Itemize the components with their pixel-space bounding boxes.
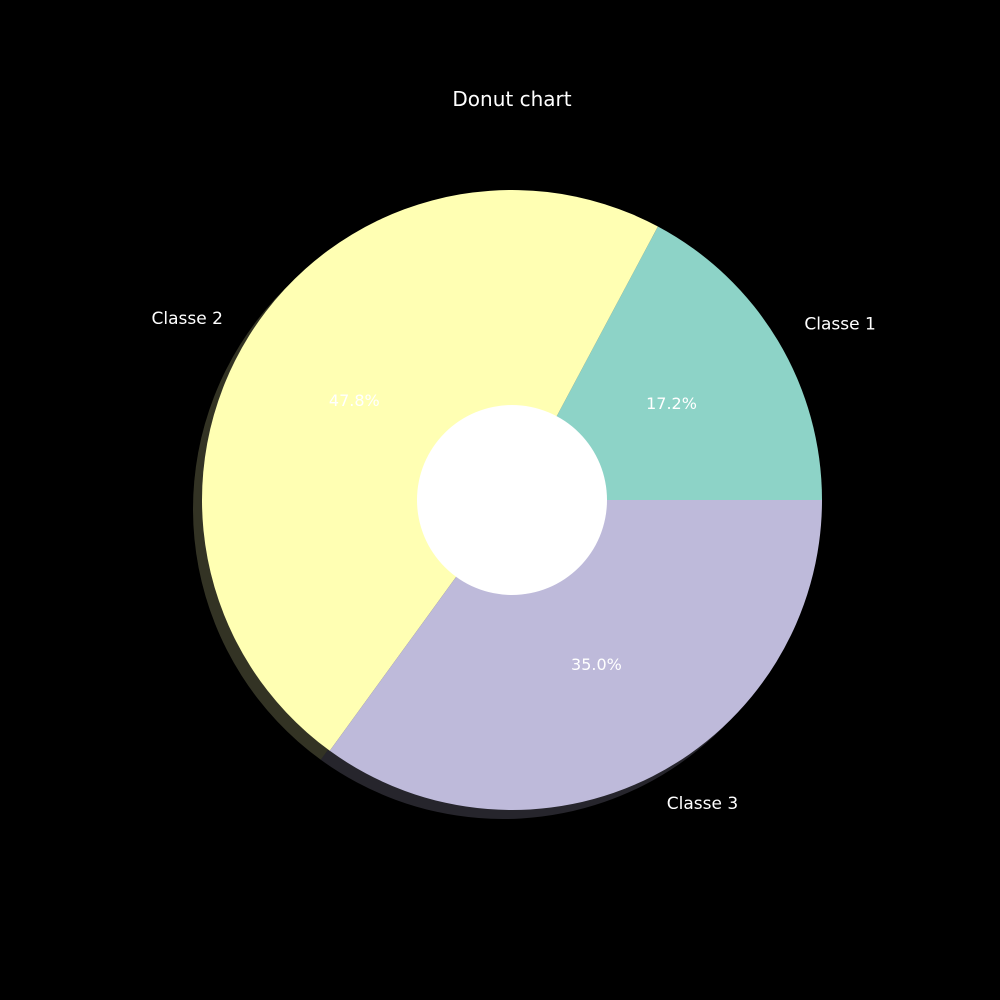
slice-percent-2: 47.8% — [329, 391, 380, 410]
slice-label-2: Classe 2 — [152, 309, 223, 329]
slice-percent-1: 17.2% — [646, 394, 697, 413]
slice-labels: Classe 1 17.2% Classe 2 47.8% Classe 3 35.0% — [152, 309, 876, 814]
chart-title: Donut chart — [452, 87, 571, 111]
pie-slice-1 — [512, 226, 822, 500]
pie-slice-3 — [329, 500, 822, 810]
slice-label-1: Classe 1 — [804, 315, 875, 335]
donut-hole — [417, 405, 607, 595]
slice-percent-3: 35.0% — [571, 655, 622, 674]
slice-label-3: Classe 3 — [667, 794, 738, 814]
